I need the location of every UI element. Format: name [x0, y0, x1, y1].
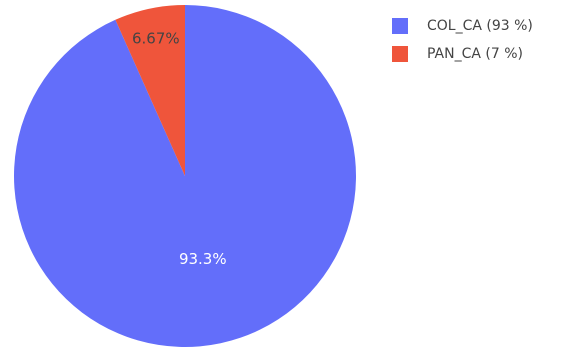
legend-swatch-pan-ca: [392, 46, 408, 62]
legend-label-col-ca: COL_CA (93 %): [427, 18, 533, 34]
legend-item-col-ca[interactable]: COL_CA (93 %): [392, 16, 533, 36]
pie-slice-pan-ca[interactable]: [115, 5, 185, 176]
slice-label-pan-ca: 6.67%: [132, 29, 180, 47]
legend-item-pan-ca[interactable]: PAN_CA (7 %): [392, 44, 533, 64]
legend-swatch-col-ca: [392, 18, 408, 34]
pie-slice-col-ca[interactable]: [14, 5, 356, 348]
legend-label-pan-ca: PAN_CA (7 %): [427, 46, 523, 62]
legend: COL_CA (93 %) PAN_CA (7 %): [392, 16, 533, 72]
slice-label-col-ca: 93.3%: [179, 250, 227, 268]
